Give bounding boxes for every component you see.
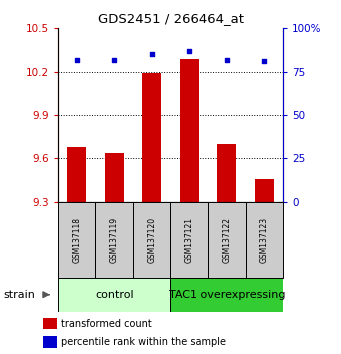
Text: GSM137122: GSM137122 [222, 217, 231, 263]
Point [74, 57, 79, 62]
Bar [208, 202, 246, 278]
Point [112, 57, 117, 62]
Bar [67, 147, 86, 202]
Bar [170, 202, 208, 278]
Text: control: control [95, 290, 134, 300]
Text: percentile rank within the sample: percentile rank within the sample [61, 337, 226, 347]
Text: GSM137121: GSM137121 [185, 217, 194, 263]
Point [262, 58, 267, 64]
Text: GSM137120: GSM137120 [147, 217, 156, 263]
Bar [58, 278, 170, 312]
Bar [217, 144, 236, 202]
Text: transformed count: transformed count [61, 319, 152, 329]
Bar [133, 202, 170, 278]
Point [187, 48, 192, 54]
Text: GSM137123: GSM137123 [260, 217, 269, 263]
Bar [255, 179, 273, 202]
Bar [58, 202, 95, 278]
Bar [142, 73, 161, 202]
Bar [43, 318, 57, 329]
Text: TAC1 overexpressing: TAC1 overexpressing [168, 290, 285, 300]
Point [224, 57, 229, 62]
Text: GSM137118: GSM137118 [72, 217, 81, 263]
Bar [95, 202, 133, 278]
Bar [43, 336, 57, 348]
Bar [246, 202, 283, 278]
Bar [170, 278, 283, 312]
Text: GSM137119: GSM137119 [110, 217, 119, 263]
Text: GDS2451 / 266464_at: GDS2451 / 266464_at [98, 12, 243, 25]
Bar [105, 153, 123, 202]
Point [149, 51, 154, 57]
Bar [180, 59, 198, 202]
Text: strain: strain [3, 290, 35, 300]
